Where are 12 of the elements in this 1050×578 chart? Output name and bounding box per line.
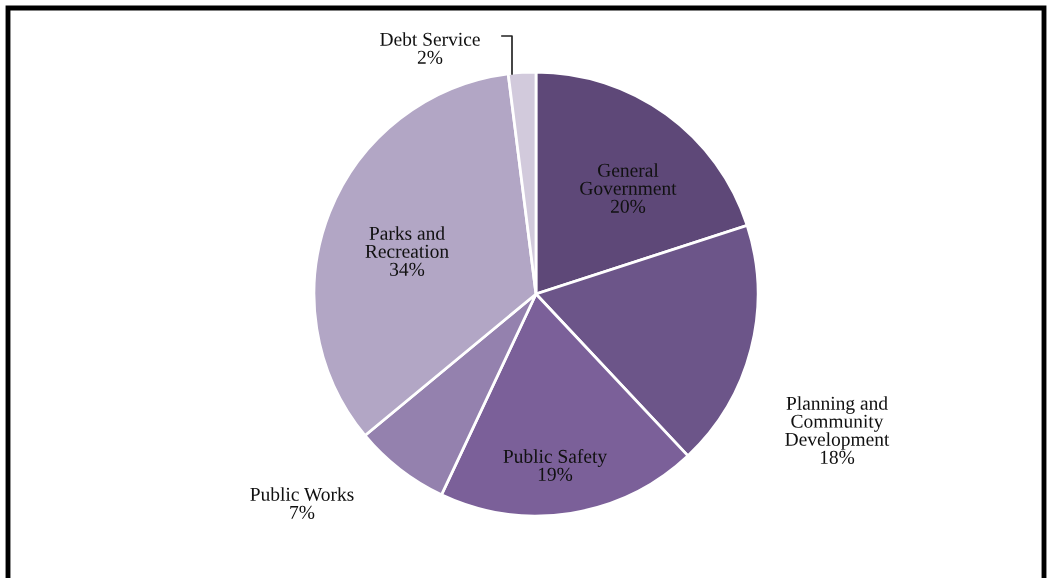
data-label: 18%	[820, 450, 855, 464]
data-label: 2%	[417, 50, 443, 64]
slice-label: Debt Service	[380, 32, 480, 46]
slice-label: Parks and Recreation	[365, 226, 449, 258]
data-label: 19%	[538, 467, 573, 481]
slice-label: Public Works	[250, 487, 354, 501]
slice-label: Planning and Community Development	[785, 396, 890, 450]
data-label: 34%	[390, 262, 425, 276]
data-label: 20%	[611, 199, 646, 213]
slice-label: General Government	[580, 163, 677, 195]
data-label: 7%	[290, 505, 315, 519]
slice-label: Public Safety	[503, 449, 608, 467]
